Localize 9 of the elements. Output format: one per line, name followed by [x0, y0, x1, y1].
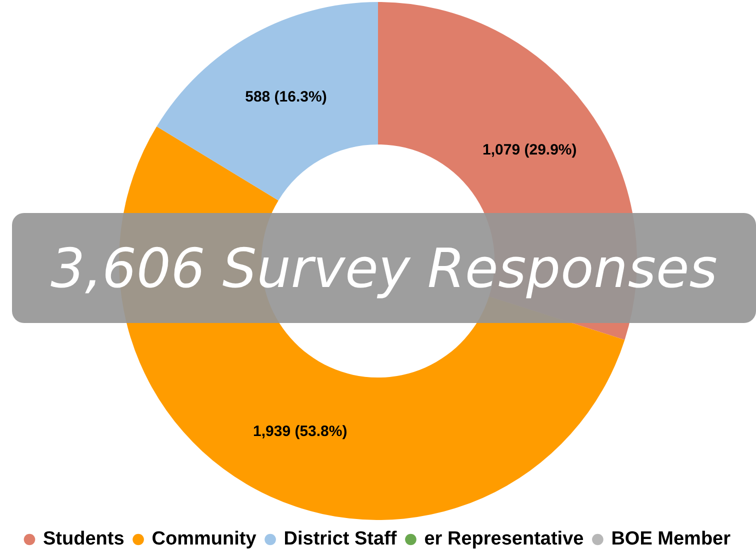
- legend-label: District Staff: [284, 528, 398, 550]
- legend-label: Students: [42, 528, 124, 550]
- legend-label: BOE Member: [611, 528, 732, 550]
- data-label: 1,939 (53.8%): [252, 422, 348, 440]
- data-label: 1,079 (29.9%): [482, 141, 577, 158]
- data-label: 588 (16.3%): [245, 88, 327, 106]
- legend-label: er Representative: [424, 528, 584, 550]
- legend-label: Community: [152, 528, 257, 550]
- text: 3,606 Survey Responses: [12, 213, 756, 323]
